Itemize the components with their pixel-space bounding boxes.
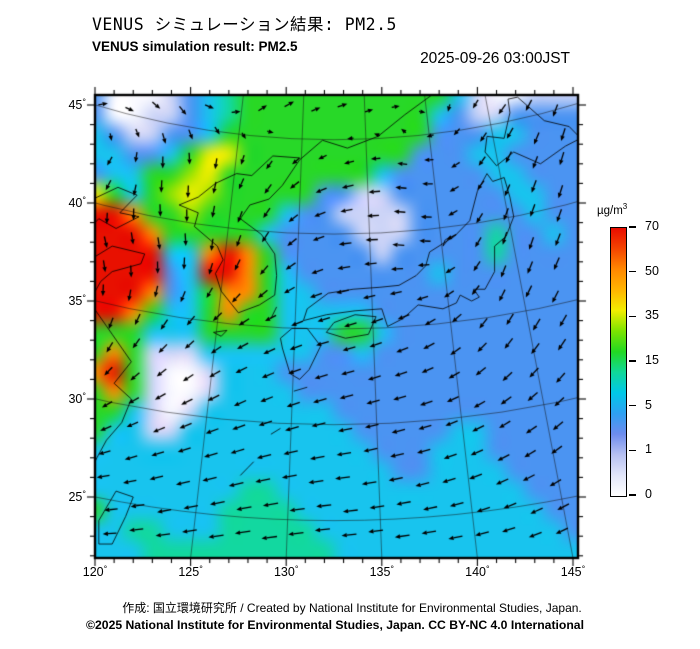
- colorbar-tick-value: 15: [645, 353, 659, 367]
- colorbar-tick-mark: [629, 270, 636, 273]
- colorbar-tick-mark: [629, 226, 636, 228]
- lon-tick-label: 145°: [560, 564, 586, 579]
- colorbar-tick-mark: [629, 404, 636, 407]
- lon-tick-label: 140°: [465, 564, 490, 579]
- lon-tick-label: 125°: [178, 564, 203, 579]
- lat-tick-label: 45°: [68, 97, 86, 112]
- lon-tick-label: 120°: [82, 564, 108, 579]
- credit-line: 作成: 国立環境研究所 / Created by National Instit…: [122, 601, 582, 615]
- colorbar-tick-value: 35: [645, 308, 659, 323]
- colorbar-tick-mark: [629, 494, 636, 496]
- page-title-english: VENUS simulation result: PM2.5: [92, 39, 298, 54]
- lon-tick-label: 130°: [273, 564, 299, 579]
- copyright-line: ©2025 National Institute for Environment…: [86, 618, 584, 632]
- lat-tick-label: 30°: [68, 391, 86, 406]
- colorbar-tick-mark: [629, 449, 636, 452]
- colorbar-tick-value: 50: [645, 263, 659, 278]
- colorbar-unit-label: µg/m3: [597, 202, 628, 217]
- colorbar-tick-value: 5: [645, 397, 652, 412]
- colorbar-tick-mark: [629, 315, 636, 318]
- colorbar-gradient: [610, 227, 627, 497]
- lon-tick-label: 135°: [369, 564, 395, 579]
- page-title-japanese: VENUS シミュレーション結果: PM2.5: [92, 15, 397, 34]
- lat-tick-label: 40°: [68, 195, 86, 210]
- lat-tick-label: 35°: [68, 293, 86, 308]
- lat-tick-label: 25°: [68, 489, 86, 504]
- colorbar-tick-value: 70: [645, 219, 659, 233]
- colorbar-tick-value: 0: [645, 487, 652, 501]
- forecast-timestamp: 2025-09-26 03:00JST: [420, 50, 570, 67]
- colorbar-tick-value: 1: [645, 442, 652, 457]
- colorbar-tick-mark: [629, 360, 636, 362]
